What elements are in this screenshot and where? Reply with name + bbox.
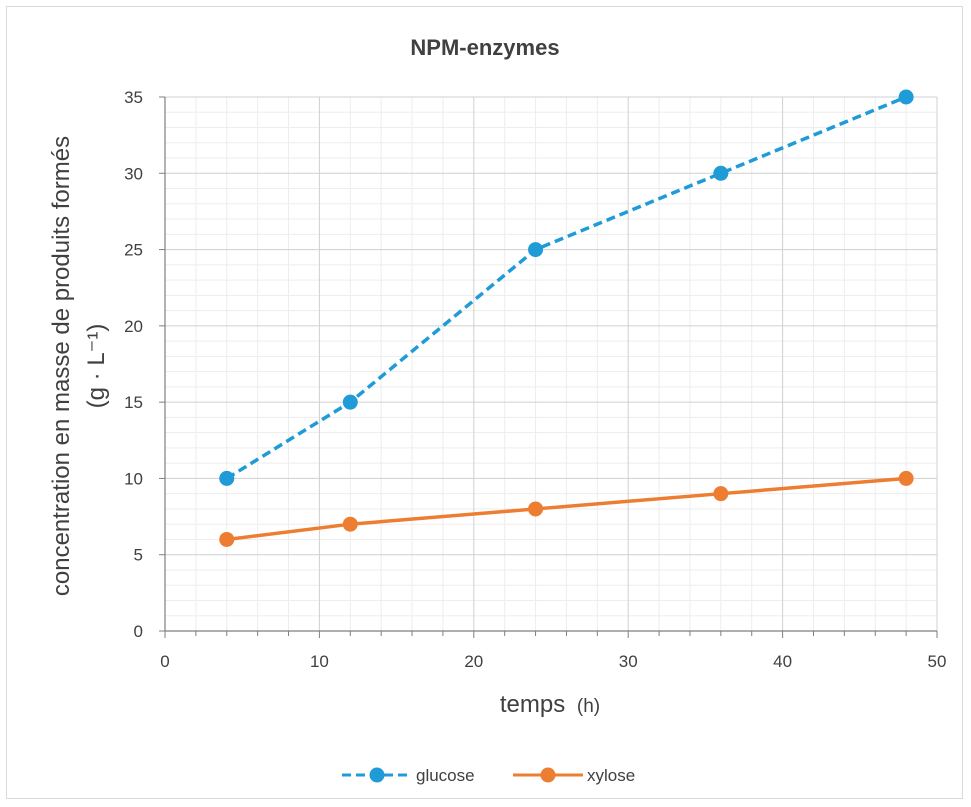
y-tick-labels: 0 5 10 15 20 25 30 35 [124, 88, 143, 641]
x-axis-label: temps (h) [500, 691, 600, 718]
data-point-xylose [528, 501, 544, 517]
data-point-xylose [713, 486, 729, 502]
y-tick-label: 35 [124, 88, 143, 107]
y-tick-label: 30 [124, 164, 143, 183]
data-point-glucose [342, 394, 358, 410]
data-point-xylose [342, 516, 358, 532]
x-tick-label: 50 [928, 652, 947, 671]
x-axis-unit: (h) [577, 696, 600, 717]
y-axis-label-line2: (g · L⁻¹) [83, 324, 110, 409]
data-point-xylose [219, 531, 235, 547]
x-axis-label-text: temps [500, 691, 565, 718]
legend-xylose-label: xylose [587, 766, 635, 785]
x-tick-label: 40 [773, 652, 792, 671]
y-tick-label: 25 [124, 241, 143, 260]
y-tick-label: 20 [124, 317, 143, 336]
x-tick-label: 30 [619, 652, 638, 671]
x-tick-label: 20 [464, 652, 483, 671]
chart-title: NPM-enzymes [410, 35, 559, 60]
legend-xylose-marker [540, 767, 556, 783]
axes [159, 96, 938, 638]
legend: glucose xylose [342, 766, 635, 785]
x-tick-label: 0 [160, 652, 169, 671]
minor-gridlines [165, 97, 937, 631]
series-layer [219, 89, 914, 547]
x-tick-label: 10 [310, 652, 329, 671]
data-point-glucose [898, 89, 914, 105]
major-gridlines [165, 96, 938, 631]
y-tick-label: 15 [124, 393, 143, 412]
y-tick-label: 0 [134, 622, 143, 641]
legend-glucose-marker [369, 767, 385, 783]
data-point-glucose [528, 242, 544, 258]
data-point-glucose [219, 470, 235, 486]
y-tick-label: 5 [134, 546, 143, 565]
data-point-xylose [898, 470, 914, 486]
data-point-glucose [713, 165, 729, 181]
y-axis-label-line1: concentration en masse de produits formé… [48, 136, 75, 596]
y-tick-label: 10 [124, 469, 143, 488]
legend-glucose-label: glucose [416, 766, 475, 785]
x-tick-labels: 0 10 20 30 40 50 [160, 652, 946, 671]
